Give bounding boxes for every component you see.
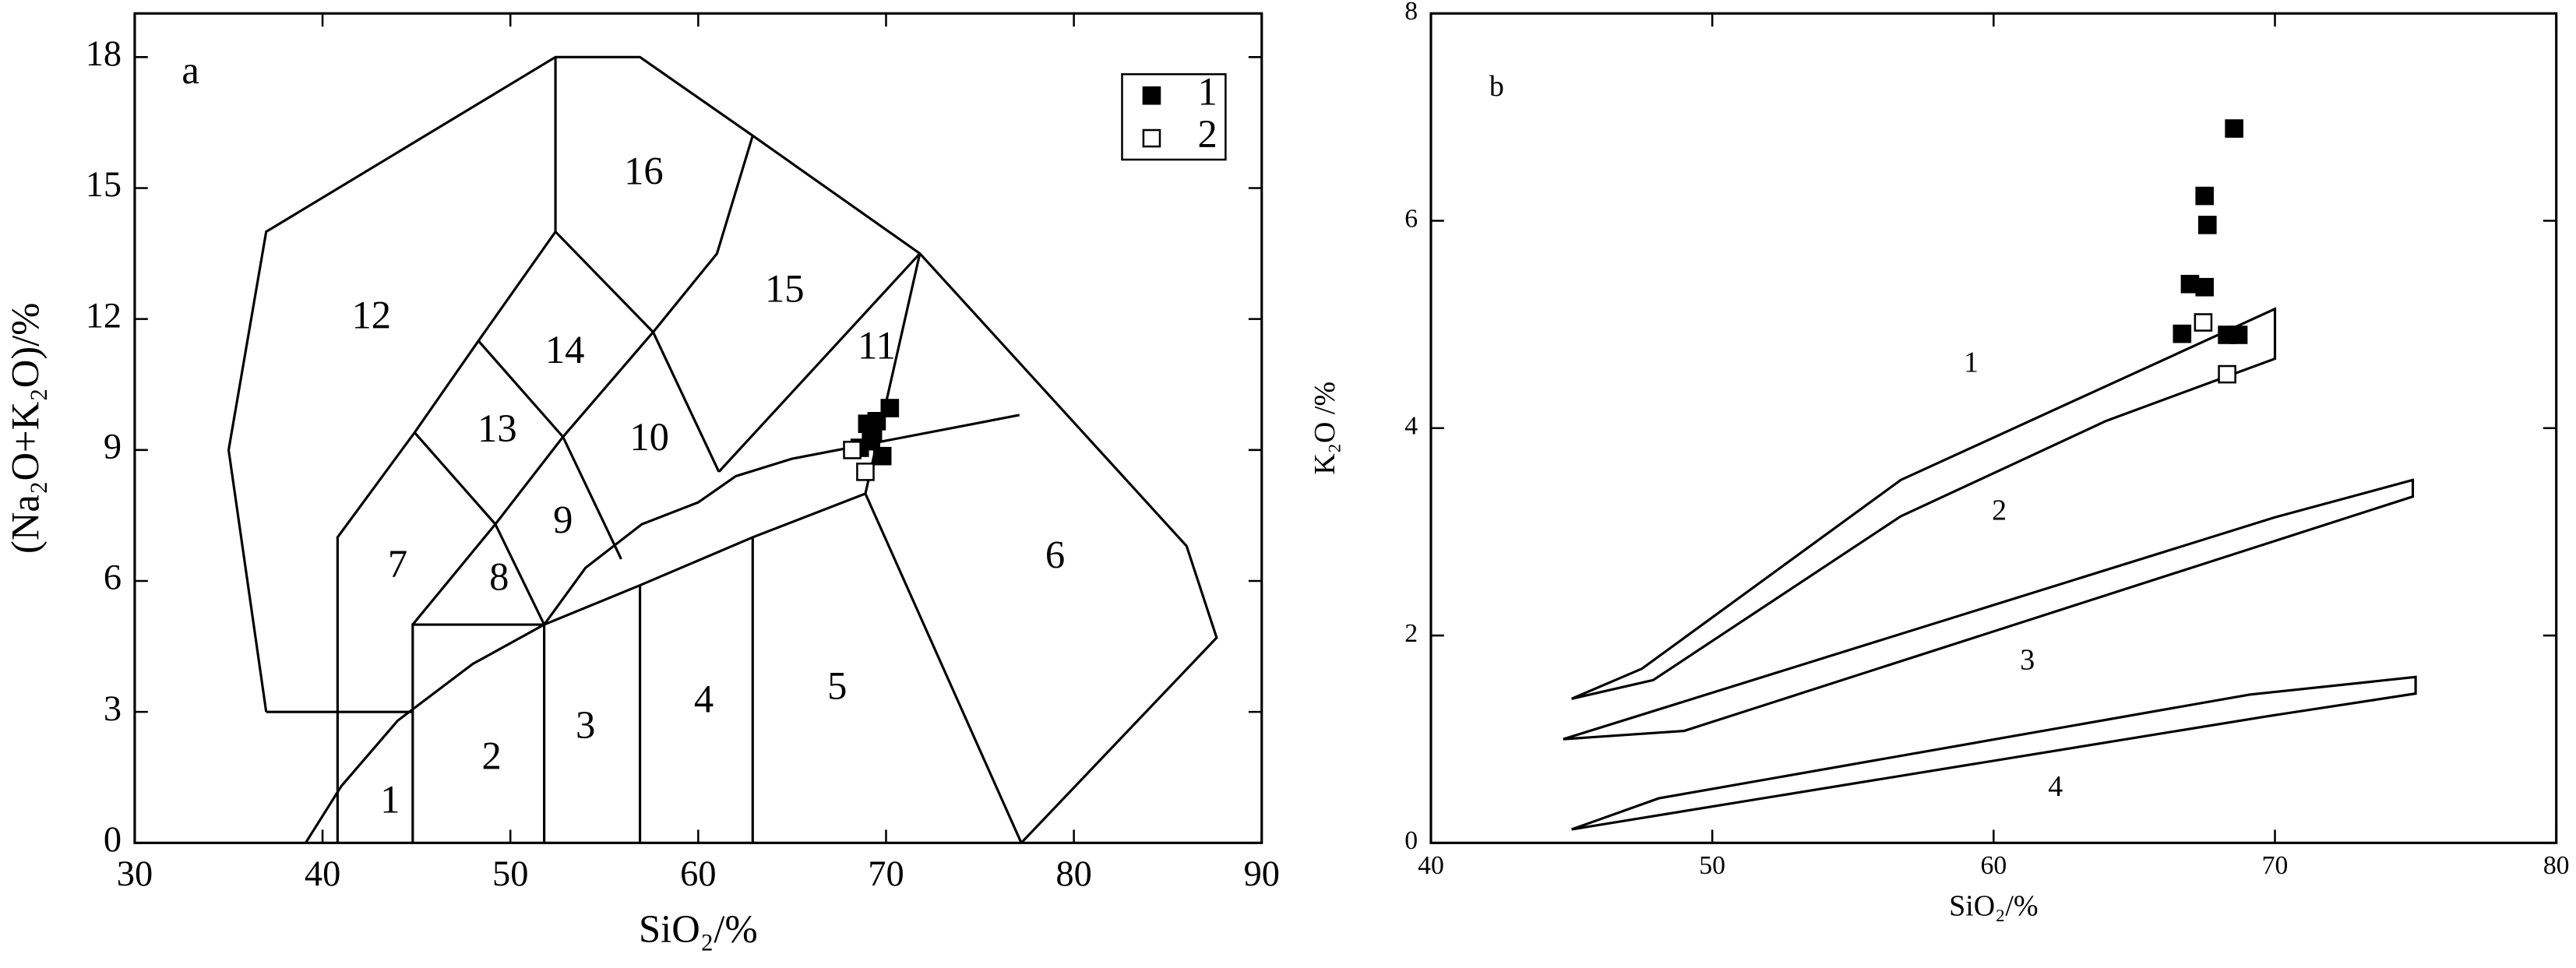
x-tick-label: 80 [1055, 854, 1091, 894]
x-tick-label: 40 [305, 854, 340, 894]
field-label: 13 [477, 407, 517, 450]
y-tick-label: 18 [86, 34, 122, 74]
data-point [2195, 186, 2215, 206]
panel-label: b [1489, 70, 1504, 103]
y-tick-label: 0 [104, 820, 122, 860]
y-axis-label: K₂O /% [1309, 382, 1341, 475]
data-point [856, 463, 875, 481]
field-boundary [305, 414, 1020, 844]
field-label: 15 [765, 267, 805, 311]
field-boundary [411, 623, 546, 843]
field-boundary [1570, 307, 2277, 700]
data-point [2194, 313, 2213, 332]
field-label: 16 [624, 149, 664, 192]
x-axis-label: SiO₂/% [639, 907, 758, 951]
y-tick-label: 8 [1404, 0, 1418, 26]
field-label: 3 [576, 703, 595, 747]
y-tick-label: 9 [104, 427, 122, 466]
x-tick-label: 50 [492, 854, 528, 894]
y-tick-label: 3 [104, 689, 122, 729]
y-tick-label: 0 [1404, 826, 1418, 855]
field-label: 1 [380, 777, 400, 821]
field-label: 9 [553, 498, 573, 542]
field-label: 8 [489, 555, 509, 599]
data-point [2218, 364, 2236, 384]
legend-marker [1142, 86, 1161, 105]
field-label: 11 [858, 323, 896, 367]
field-boundary [1571, 675, 2417, 831]
field-label: 4 [2048, 770, 2063, 803]
x-tick-label: 70 [868, 854, 904, 894]
field-label: 2 [1992, 495, 2007, 527]
x-tick-label: 40 [1418, 851, 1444, 880]
data-point [2195, 277, 2215, 297]
legend-box [1121, 73, 1227, 161]
field-label: 3 [2020, 643, 2035, 676]
y-tick-label: 6 [104, 558, 122, 598]
field-boundary [652, 135, 754, 333]
data-point [872, 446, 892, 466]
data-point [880, 399, 900, 417]
data-point [2173, 324, 2192, 343]
x-tick-label: 90 [1244, 854, 1280, 894]
field-label: 6 [1045, 533, 1065, 577]
data-point [862, 431, 881, 451]
legend-label: 2 [1198, 112, 1218, 156]
field-label: 10 [629, 415, 669, 459]
field-label: 1 [1964, 346, 1979, 378]
x-tick-label: 80 [2543, 851, 2570, 880]
field-boundary [717, 252, 922, 473]
field-label: 7 [388, 542, 407, 586]
data-point [2229, 326, 2248, 344]
y-axis-label: (Na₂O+K₂O)/% [4, 303, 48, 554]
field-label: 12 [351, 293, 391, 336]
x-tick-label: 30 [117, 854, 153, 894]
data-point [2198, 216, 2217, 234]
y-tick-label: 12 [86, 296, 122, 336]
field-boundary [1563, 478, 2415, 741]
field-boundary [414, 331, 654, 526]
field-label: 2 [481, 734, 501, 777]
y-tick-label: 2 [1404, 619, 1418, 648]
x-axis-label: SiO₂/% [1949, 889, 2038, 922]
y-tick-label: 4 [1404, 412, 1418, 441]
field-label: 14 [545, 328, 585, 371]
data-point [843, 441, 862, 459]
plot-frame [1429, 12, 2558, 844]
x-tick-label: 70 [2262, 851, 2289, 880]
x-tick-label: 60 [1980, 851, 2007, 880]
field-label: 4 [694, 678, 714, 721]
legend-marker [1142, 128, 1161, 148]
legend-label: 1 [1198, 69, 1218, 113]
x-tick-label: 60 [680, 854, 716, 894]
field-boundary [411, 522, 546, 626]
field-boundary [477, 340, 622, 560]
data-point [2225, 119, 2243, 138]
panel-label: a [181, 48, 199, 92]
field-label: 5 [827, 664, 847, 708]
y-tick-label: 6 [1404, 204, 1418, 233]
data-point [858, 414, 877, 433]
field-boundary [227, 55, 1218, 844]
y-tick-label: 15 [86, 165, 122, 205]
x-tick-label: 50 [1699, 851, 1725, 880]
